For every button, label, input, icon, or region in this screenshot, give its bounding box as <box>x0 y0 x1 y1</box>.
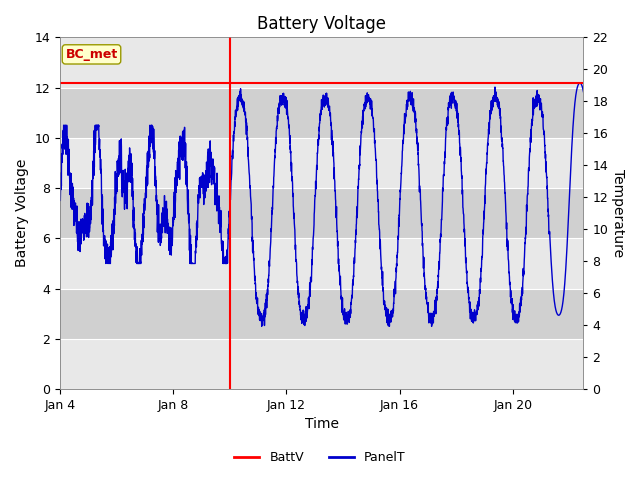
Bar <box>60 138 584 188</box>
Bar <box>60 188 584 239</box>
Title: Battery Voltage: Battery Voltage <box>257 15 387 33</box>
Y-axis label: Battery Voltage: Battery Voltage <box>15 159 29 267</box>
Bar <box>60 37 584 87</box>
X-axis label: Time: Time <box>305 418 339 432</box>
Bar <box>60 87 584 138</box>
Text: BC_met: BC_met <box>65 48 118 61</box>
Bar <box>60 239 584 288</box>
Y-axis label: Temperature: Temperature <box>611 169 625 257</box>
Legend: BattV, PanelT: BattV, PanelT <box>229 446 411 469</box>
Bar <box>60 288 584 339</box>
Bar <box>60 339 584 389</box>
